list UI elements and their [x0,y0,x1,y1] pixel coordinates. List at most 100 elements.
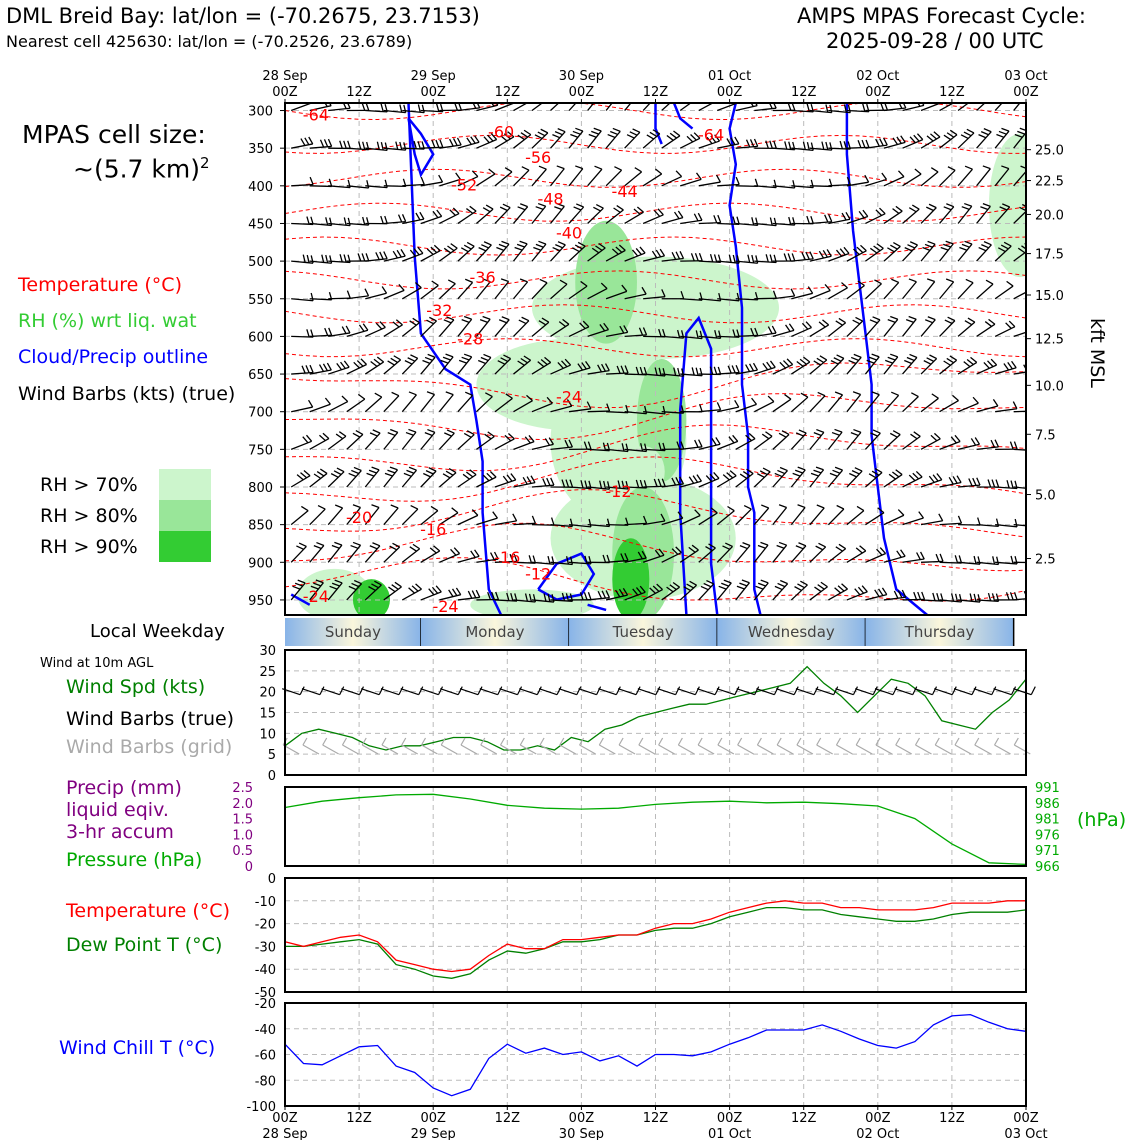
barb-shaft [994,130,1010,149]
barb-flag [302,436,309,444]
barb-flag [689,580,697,586]
barb-flag [671,92,678,96]
barb-shaft [772,433,790,450]
barb-flag [987,592,992,602]
barb-flag [658,442,662,451]
barb-flag [646,134,655,140]
barb-flag [1013,737,1019,746]
barb-shaft [587,130,602,149]
barb-flag [482,315,491,320]
wind-barb [939,103,955,112]
barb-flag [433,244,441,252]
barb-flag [403,472,412,477]
barb-flag [366,180,370,189]
windchill-panel-ytick: -40 [255,1023,276,1038]
barb-flag [761,433,770,440]
barb-flag [361,253,366,262]
wind-barb [883,353,899,375]
barb-flag [806,142,810,151]
barb-flag [601,363,606,372]
barb-shaft [420,215,442,225]
barb-shaft [364,507,380,526]
surface-wind-barb [953,686,977,696]
barb-shaft [754,332,777,338]
barb-flag [982,203,991,207]
barb-shaft [901,318,917,337]
barb-flag [835,737,841,746]
barb-flag [427,428,436,434]
barb-flag [748,432,756,440]
wind-barb [958,555,981,565]
barb-flag [1029,443,1031,451]
barb-flag [713,472,720,479]
barb-shaft [865,247,884,262]
barb-flag [408,428,417,433]
grid-wind-barb [618,737,636,755]
barb-flag [902,103,907,109]
barb-flag [463,353,472,358]
barb-flag [362,323,369,331]
barb-flag [909,353,918,359]
wind-barb [291,176,314,187]
barb-flag [581,362,587,370]
windchill-panel-ytick: -20 [255,997,276,1012]
wind-barb [846,280,865,300]
barb-shaft [934,688,953,696]
wind-barb [494,316,510,337]
barb-shaft [716,475,737,488]
barb-flag [633,208,641,215]
barb-flag [767,395,775,403]
barb-flag [652,129,661,135]
barb-shaft [846,356,862,375]
barb-flag [502,475,509,483]
grid-wind-barb [539,737,557,755]
barb-flag [991,686,997,695]
barb-shaft [587,103,595,111]
wind-barb [476,103,499,112]
barb-shaft [735,403,757,413]
barb-flag [621,284,628,292]
barb-flag [329,585,338,590]
barb-shaft [475,318,491,337]
barb-shaft [402,183,425,187]
wind-barb [457,315,473,337]
barb-shaft [346,363,367,375]
barb-shaft [957,443,980,450]
barb-flag [930,133,937,140]
barb-flag [408,587,415,594]
barb-shaft [957,243,973,262]
wind-barb [438,468,457,488]
barb-flag [732,329,736,338]
barb-flag [339,686,345,695]
barb-shaft [587,410,610,413]
barb-flag [417,104,421,113]
barb-flag [818,250,825,259]
barb-shaft [716,546,733,563]
barb-flag [838,543,847,550]
wind-barb [994,360,1017,375]
wind-barb [920,513,944,526]
barb-shaft [513,134,532,149]
wind-barb [661,130,681,149]
barb-flag [618,244,626,251]
barb-flag [638,737,644,746]
wind-barb [605,166,623,187]
barb-flag [642,327,648,336]
barb-flag [1011,360,1017,369]
barb-flag [585,360,591,369]
barb-flag [729,470,737,477]
barb-flag [583,441,588,450]
barb-flag [851,470,860,475]
barb-flag [610,130,618,136]
wind-barb [346,103,370,112]
wind-barb [716,505,735,526]
barb-shaft [994,103,1003,111]
barb-shaft [587,369,610,375]
barb-flag [466,430,475,436]
wind-barb [401,281,422,300]
wind-barb [401,428,417,450]
grid-wind-barb [677,737,695,755]
barb-shaft [883,596,906,601]
barb-flag [510,593,514,602]
barb-flag [299,686,305,695]
